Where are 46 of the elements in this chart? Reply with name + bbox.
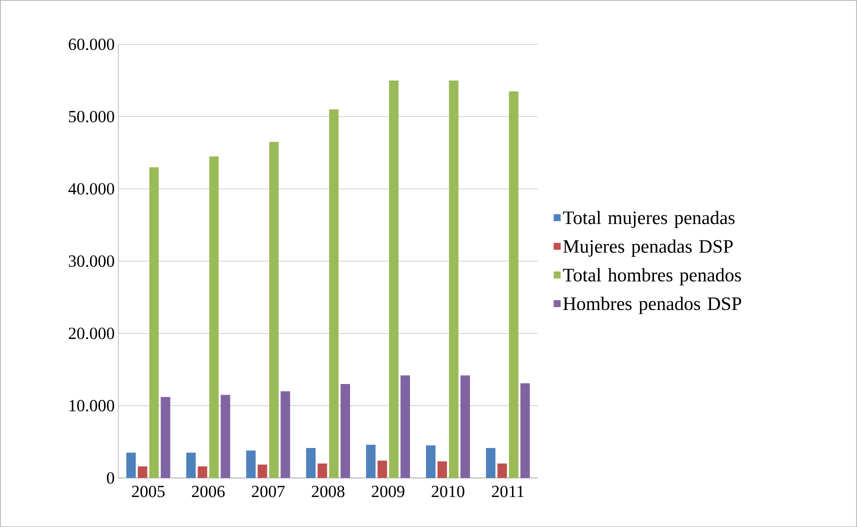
bar: [160, 396, 170, 478]
x-tick-label: 2008: [312, 486, 344, 498]
bar: [220, 394, 230, 478]
bar: [198, 466, 208, 478]
y-tick-label: 0: [106, 472, 114, 484]
bar: [437, 461, 447, 478]
bar: [486, 448, 496, 478]
bar: [520, 383, 530, 478]
bar: [497, 463, 507, 478]
bar: [126, 452, 136, 478]
legend-label: Mujeres penadas DSP: [563, 239, 733, 257]
x-tick-label: 2010: [432, 486, 464, 498]
bar: [508, 91, 518, 478]
bar: [426, 445, 436, 478]
bar: [280, 391, 290, 478]
y-tick-label: 30.000: [68, 255, 114, 267]
y-tick-label: 10.000: [70, 400, 114, 412]
legend-label: Hombres penados DSP: [563, 296, 742, 314]
bar: [258, 464, 268, 478]
legend-label: Total hombres penados: [563, 268, 741, 286]
x-tick-label: 2011: [492, 486, 524, 498]
bar: [149, 167, 159, 478]
y-tick-label: 50.000: [69, 110, 114, 122]
bar: [340, 384, 350, 478]
bar: [138, 466, 148, 478]
bar: [318, 463, 328, 478]
y-tick-label: 20.000: [68, 328, 114, 340]
x-tick-label: 2009: [372, 486, 404, 498]
y-tick-label: 60.000: [68, 38, 114, 50]
legend-label: Total mujeres penadas: [563, 210, 735, 228]
bar: [306, 448, 316, 478]
bar: [269, 142, 279, 478]
x-tick-label: 2007: [252, 486, 285, 498]
bar: [460, 375, 470, 478]
bar: [378, 460, 388, 478]
bar: [448, 80, 458, 478]
bar: [400, 375, 410, 478]
x-tick-label: 2005: [132, 486, 165, 498]
bar: [366, 444, 376, 478]
bar: [389, 80, 399, 478]
y-tick-label: 40.000: [68, 182, 114, 195]
bar: [246, 450, 256, 478]
bar: [329, 109, 339, 478]
bar: [209, 156, 219, 478]
x-tick-label: 2006: [192, 486, 225, 498]
bar: [186, 452, 196, 478]
